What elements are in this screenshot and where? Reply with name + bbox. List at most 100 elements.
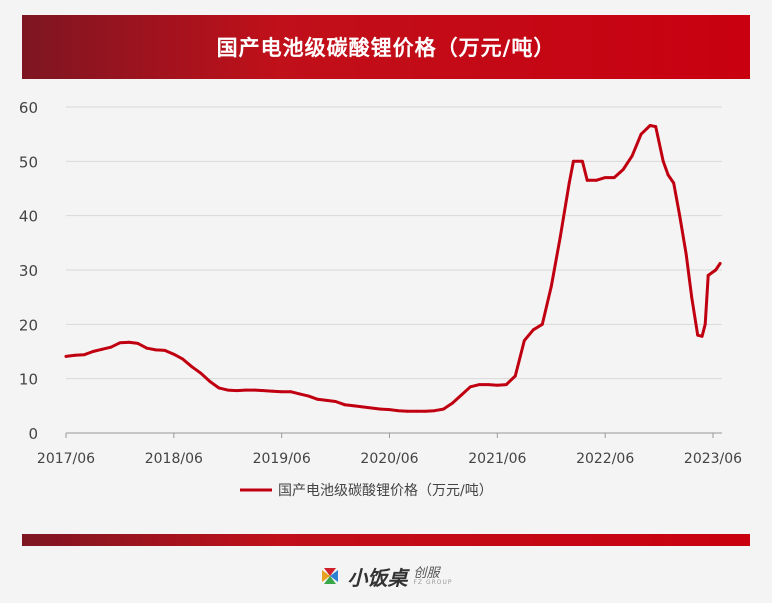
data-point xyxy=(513,374,517,378)
data-point xyxy=(136,341,140,345)
y-tick-label: 20 xyxy=(19,316,38,334)
data-point xyxy=(406,409,409,413)
logo-mark-icon xyxy=(319,565,341,587)
x-tick-label: 2018/06 xyxy=(145,451,203,467)
data-point xyxy=(459,393,463,397)
brand-logo: 小饭桌 创服 FZ GROUP xyxy=(0,556,772,596)
data-point xyxy=(648,124,652,127)
data-point xyxy=(672,181,676,185)
data-point xyxy=(486,383,490,387)
data-point xyxy=(334,400,337,403)
data-point xyxy=(540,322,544,326)
data-point xyxy=(531,328,535,332)
x-tick-label: 2017/06 xyxy=(37,451,95,467)
data-point xyxy=(714,268,718,272)
data-point xyxy=(630,154,634,158)
data-point xyxy=(571,159,575,163)
data-point xyxy=(262,389,266,393)
y-tick-label: 40 xyxy=(19,208,38,226)
data-point xyxy=(580,159,584,163)
data-point xyxy=(567,181,571,185)
chart-title-banner: 国产电池级碳酸锂价格（万元/吨） xyxy=(22,15,750,79)
data-point xyxy=(379,407,382,411)
data-point xyxy=(118,341,122,345)
x-tick-label: 2020/06 xyxy=(360,451,418,467)
data-point xyxy=(352,404,355,408)
y-tick-label: 50 xyxy=(19,153,38,171)
data-point xyxy=(298,392,302,396)
data-point xyxy=(522,339,526,343)
data-point xyxy=(424,409,427,413)
data-point xyxy=(343,403,346,407)
data-point xyxy=(468,385,472,389)
y-tick-label: 0 xyxy=(28,425,38,443)
line-chart: 0 10 20 30 40 50 60 2017/06 2018/06 2019/06 2020/0… xyxy=(19,99,742,499)
data-point xyxy=(706,274,710,277)
logo-sub: 创服 FZ GROUP xyxy=(413,567,452,586)
data-point xyxy=(718,262,722,265)
logo-sub-en-text: FZ GROUP xyxy=(413,578,453,586)
data-point xyxy=(477,383,481,387)
logo-sub-text: 创服 xyxy=(413,565,440,581)
data-point xyxy=(226,388,230,392)
x-tick-label: 2021/06 xyxy=(468,451,526,467)
data-point xyxy=(397,409,400,413)
data-point xyxy=(370,406,373,410)
data-point xyxy=(64,354,68,358)
data-point xyxy=(654,125,658,128)
data-point xyxy=(163,349,167,352)
data-point xyxy=(442,407,445,411)
data-point xyxy=(244,388,248,392)
data-point xyxy=(100,347,104,351)
data-point xyxy=(666,173,670,177)
data-point xyxy=(451,401,454,405)
series-line xyxy=(64,124,722,413)
data-point xyxy=(621,168,625,171)
data-point xyxy=(361,405,364,409)
x-tick-label: 2023/06 xyxy=(684,451,742,467)
chart-area: 0 10 20 30 40 50 60 2017/06 2018/06 2019/06 2020/0… xyxy=(0,80,772,520)
data-point xyxy=(678,214,682,218)
data-point xyxy=(253,388,257,392)
data-point xyxy=(703,322,707,326)
data-point xyxy=(127,340,131,344)
data-point xyxy=(172,352,176,356)
data-point xyxy=(700,334,704,338)
data-point xyxy=(661,159,665,163)
data-point xyxy=(696,333,700,337)
data-point xyxy=(154,348,158,352)
data-point xyxy=(495,383,499,387)
data-point xyxy=(585,178,589,182)
data-point xyxy=(73,353,77,357)
data-point xyxy=(558,236,562,239)
y-tick-label: 30 xyxy=(19,262,38,280)
data-point xyxy=(316,397,320,401)
chart-title: 国产电池级碳酸锂价格（万元/吨） xyxy=(216,36,556,60)
data-point xyxy=(109,345,113,349)
data-point xyxy=(217,386,221,390)
logo-brand-text: 小饭桌 xyxy=(347,565,408,590)
data-point xyxy=(190,365,194,369)
footer-bar xyxy=(22,534,750,546)
data-point xyxy=(271,389,275,393)
data-point xyxy=(684,252,688,256)
data-point xyxy=(181,357,185,361)
y-tick-label: 10 xyxy=(19,371,38,389)
data-point xyxy=(82,353,86,357)
y-tick-label: 60 xyxy=(19,99,38,117)
data-point xyxy=(199,371,203,375)
data-point xyxy=(145,346,149,350)
data-point xyxy=(549,284,553,288)
data-point xyxy=(603,176,607,180)
x-tick-label: 2022/06 xyxy=(576,451,634,467)
data-point xyxy=(289,390,293,394)
legend-label: 国产电池级碳酸锂价格（万元/吨） xyxy=(278,483,493,499)
data-point xyxy=(415,409,418,413)
data-point xyxy=(433,409,436,413)
x-tick-label: 2019/06 xyxy=(253,451,311,467)
data-point xyxy=(690,295,694,299)
data-point xyxy=(325,399,329,402)
data-point xyxy=(280,390,284,394)
data-point xyxy=(208,379,212,383)
data-point xyxy=(388,408,391,412)
